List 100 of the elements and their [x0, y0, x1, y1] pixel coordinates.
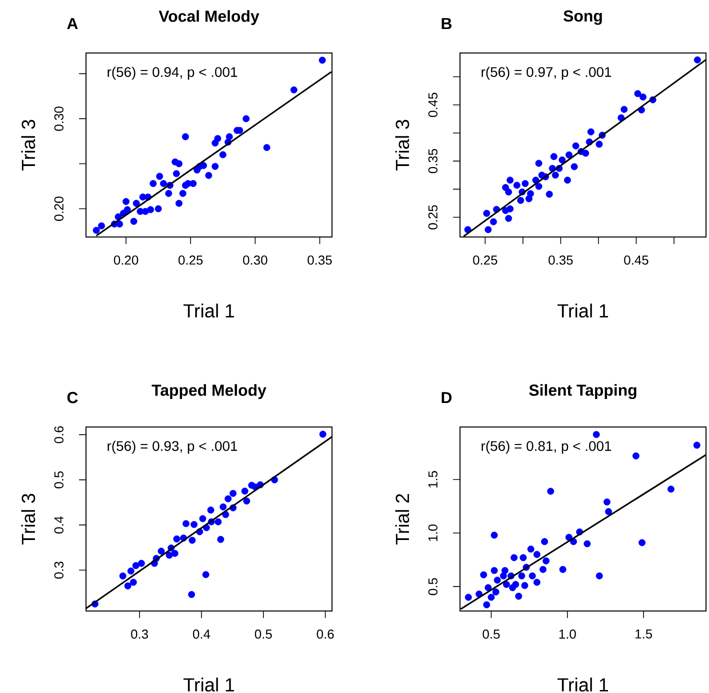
x-axis-title: Trial 1: [183, 678, 234, 692]
y-tick-label: 0.30: [54, 106, 64, 131]
point: [132, 200, 140, 207]
point: [182, 520, 190, 528]
point: [526, 190, 534, 198]
point: [527, 546, 534, 553]
point: [290, 86, 298, 94]
point: [542, 557, 550, 564]
point: [494, 576, 501, 584]
point: [160, 180, 167, 188]
point: [618, 114, 625, 122]
point: [166, 552, 173, 559]
point: [154, 205, 162, 212]
point: [219, 151, 226, 158]
point: [98, 222, 105, 230]
y-tick-label: 0.35: [428, 149, 438, 174]
y-tick-label: 0.6: [54, 426, 64, 444]
point: [127, 568, 134, 574]
point: [535, 160, 542, 167]
x-tick-label: 0.4: [192, 630, 210, 639]
point: [124, 582, 132, 590]
text: C: [67, 392, 78, 404]
point: [638, 539, 646, 546]
point: [242, 115, 250, 122]
point: [592, 431, 600, 438]
point: [490, 532, 498, 539]
point: [175, 160, 182, 168]
point: [528, 572, 536, 580]
point: [165, 190, 172, 197]
y-tick-label: 0.4: [54, 516, 64, 534]
point: [604, 498, 610, 506]
point: [243, 498, 250, 505]
point: [207, 506, 214, 514]
point: [175, 200, 182, 207]
point: [492, 588, 500, 596]
point: [521, 582, 528, 589]
point: [518, 572, 526, 580]
point: [319, 430, 326, 438]
y-tick-label: 0.45: [428, 92, 438, 117]
point: [667, 486, 674, 493]
point: [566, 151, 572, 158]
point: [541, 538, 548, 546]
point: [130, 218, 138, 225]
point: [535, 182, 542, 190]
point: [116, 220, 124, 228]
x-tick-label: 0.25: [473, 256, 498, 265]
point: [512, 580, 520, 588]
point: [490, 218, 497, 226]
point: [570, 163, 578, 170]
point: [132, 562, 140, 570]
point: [226, 133, 233, 140]
point: [559, 566, 566, 573]
point: [490, 567, 498, 574]
chart-title: Tapped Melody: [152, 384, 266, 400]
y-tick-label: 1.0: [428, 524, 438, 542]
text: B: [442, 18, 452, 30]
point: [480, 571, 488, 578]
point: [182, 133, 189, 140]
x-tick-label: 0.20: [114, 256, 138, 265]
point: [596, 140, 603, 148]
chart-title: Song: [564, 10, 602, 25]
point: [550, 153, 558, 160]
point: [483, 601, 490, 608]
point: [214, 518, 222, 526]
point: [138, 560, 145, 567]
point: [640, 94, 647, 100]
point: [171, 550, 178, 557]
chart-title: Vocal Melody: [158, 10, 260, 26]
point: [156, 172, 164, 180]
text: D: [442, 392, 452, 404]
point: [483, 210, 490, 217]
x-axis-title: Trial 1: [557, 678, 608, 692]
point: [224, 495, 232, 502]
x-tick-label: 1.5: [636, 630, 652, 639]
point: [464, 594, 472, 601]
point: [520, 554, 527, 562]
point: [505, 188, 512, 196]
point: [217, 536, 224, 543]
x-axis-title: Trial 1: [183, 304, 234, 318]
point: [582, 150, 590, 157]
point: [230, 490, 237, 497]
point: [173, 535, 180, 542]
point: [172, 170, 180, 178]
point: [634, 90, 642, 98]
point: [558, 156, 566, 164]
point: [552, 172, 559, 179]
point: [488, 594, 495, 601]
point: [510, 554, 518, 562]
y-tick-label: 0.20: [54, 196, 64, 221]
annotation: r(56) = 0.81, p < .001: [482, 440, 612, 454]
point: [212, 162, 219, 170]
point: [190, 521, 198, 528]
point: [122, 198, 130, 206]
point: [200, 162, 207, 170]
y-axis-title: Trial 2: [395, 494, 410, 545]
point: [547, 488, 554, 495]
point: [522, 180, 529, 188]
point: [693, 442, 700, 449]
point: [147, 206, 154, 214]
point: [190, 180, 197, 188]
